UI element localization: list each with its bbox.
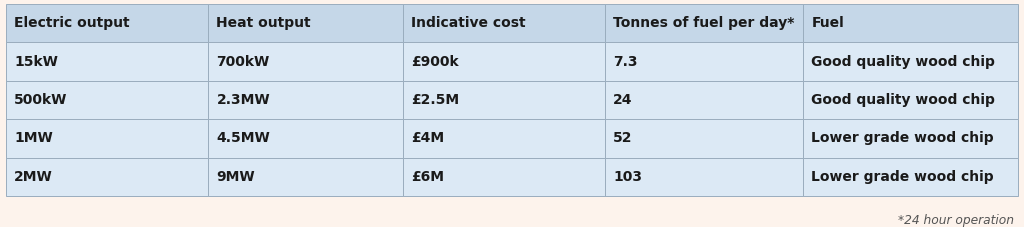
Text: Lower grade wood chip: Lower grade wood chip	[811, 131, 994, 146]
Text: £6M: £6M	[411, 170, 443, 184]
Bar	[605, 158, 804, 196]
Text: 1MW: 1MW	[14, 131, 53, 146]
Text: Good quality wood chip: Good quality wood chip	[811, 93, 995, 107]
Bar	[209, 42, 402, 81]
Text: £900k: £900k	[411, 55, 459, 69]
Text: 7.3: 7.3	[613, 55, 638, 69]
Bar	[6, 81, 209, 119]
Bar	[6, 4, 209, 42]
Bar	[209, 119, 402, 158]
Text: Good quality wood chip: Good quality wood chip	[811, 55, 995, 69]
Bar	[804, 158, 1018, 196]
Bar	[6, 158, 209, 196]
Text: Tonnes of fuel per day*: Tonnes of fuel per day*	[613, 16, 795, 30]
Bar	[605, 4, 804, 42]
Bar	[402, 4, 605, 42]
Bar	[6, 42, 209, 81]
Bar	[804, 119, 1018, 158]
Bar	[402, 81, 605, 119]
Text: 4.5MW: 4.5MW	[216, 131, 270, 146]
Text: *24 hour operation: *24 hour operation	[898, 214, 1014, 227]
Text: 2MW: 2MW	[14, 170, 53, 184]
Bar	[605, 42, 804, 81]
Bar	[804, 42, 1018, 81]
Text: Indicative cost: Indicative cost	[411, 16, 525, 30]
Bar	[6, 119, 209, 158]
Text: £2.5M: £2.5M	[411, 93, 459, 107]
Text: Heat output: Heat output	[216, 16, 311, 30]
Text: Lower grade wood chip: Lower grade wood chip	[811, 170, 994, 184]
Text: Fuel: Fuel	[811, 16, 844, 30]
Bar	[402, 158, 605, 196]
Text: 24: 24	[613, 93, 633, 107]
Bar	[209, 158, 402, 196]
Text: 2.3MW: 2.3MW	[216, 93, 270, 107]
Bar	[605, 81, 804, 119]
Bar	[605, 119, 804, 158]
Text: Electric output: Electric output	[14, 16, 130, 30]
Bar	[402, 42, 605, 81]
Bar	[804, 81, 1018, 119]
Text: £4M: £4M	[411, 131, 443, 146]
Text: 52: 52	[613, 131, 633, 146]
Text: 500kW: 500kW	[14, 93, 68, 107]
Bar	[209, 81, 402, 119]
Text: 15kW: 15kW	[14, 55, 58, 69]
Text: 700kW: 700kW	[216, 55, 269, 69]
Bar	[209, 4, 402, 42]
Bar	[804, 4, 1018, 42]
Bar	[402, 119, 605, 158]
Text: 103: 103	[613, 170, 642, 184]
Text: 9MW: 9MW	[216, 170, 255, 184]
